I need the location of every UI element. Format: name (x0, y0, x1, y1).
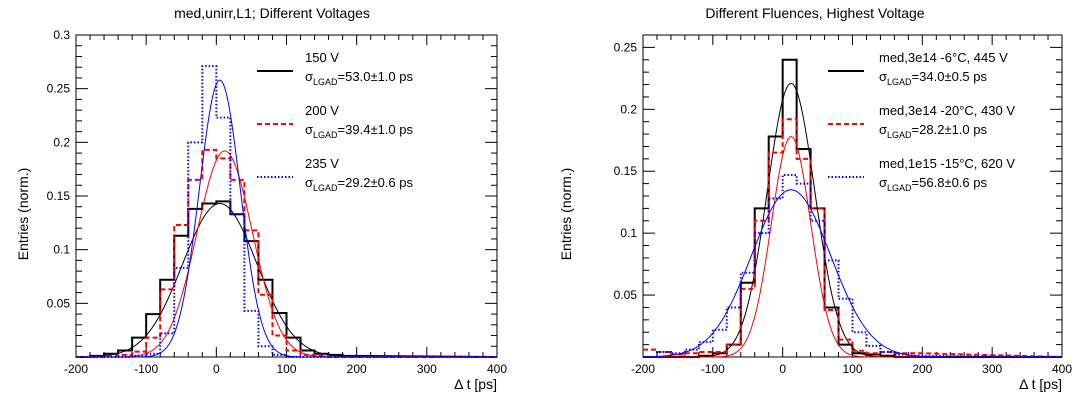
chart-panel-fluences: Different Fluences, Highest Voltage -200… (558, 5, 1072, 392)
histogram-series-2 (76, 148, 497, 358)
x-tick-label: 300 (982, 362, 1002, 376)
legend-series-name: 200 V (305, 103, 339, 118)
x-axis-label: Δ t [ps] (454, 376, 497, 392)
legend-sigma-label: σLGAD=29.2±0.6 ps (305, 175, 413, 193)
x-tick-label: 300 (417, 362, 437, 376)
legend-sigma-label: σLGAD=34.0±0.5 ps (879, 69, 987, 87)
y-tick-label: 0.2 (53, 135, 70, 149)
legend-sigma-label: σLGAD=56.8±0.6 ps (879, 175, 987, 193)
x-tick-label: 100 (842, 362, 862, 376)
legend-series-name: med,1e15 -15°C, 620 V (879, 156, 1015, 171)
histogram-series-2 (643, 118, 1063, 358)
y-tick-label: 0.2 (620, 102, 637, 116)
plot-area-group: -200 -100 0 100 200 300 400 0.05 0.1 0.15 0.2 0.25 m… (614, 34, 1072, 376)
x-tick-label: -100 (701, 362, 725, 376)
histogram-series-3 (643, 173, 1063, 358)
x-tick-label: 400 (487, 362, 507, 376)
x-tick-label: 200 (347, 362, 367, 376)
legend-sigma-label: σLGAD=53.0±1.0 ps (305, 69, 413, 87)
chart-panel-voltages: med,unirr,L1; Different Voltages -200 -10… (15, 5, 508, 392)
plot-area-group: -200 -100 0 100 200 300 400 0.05 0.1 0.15 0.2 0.25 0… (47, 28, 508, 376)
y-tick-label: 0.15 (614, 164, 638, 178)
plot-frame (642, 34, 1063, 358)
y-axis-label: Entries (norm.) (558, 168, 574, 261)
x-tick-label: 400 (1052, 362, 1072, 376)
y-tick-label: 0.25 (614, 40, 638, 54)
y-tick-label: 0.3 (53, 28, 70, 42)
y-tick-label: 0.05 (47, 296, 71, 310)
x-tick-label: -100 (134, 362, 158, 376)
x-tick-label: -200 (631, 362, 655, 376)
histogram-series-1 (76, 200, 498, 358)
x-tick-label: 200 (912, 362, 932, 376)
x-tick-label: 100 (276, 362, 296, 376)
x-tick-label: 0 (779, 362, 786, 376)
chart-title: med,unirr,L1; Different Voltages (174, 5, 370, 21)
y-axis-label: Entries (norm.) (15, 168, 31, 261)
legend-sigma-label: σLGAD=28.2±1.0 ps (879, 122, 987, 140)
y-tick-label: 0.15 (47, 189, 71, 203)
legend-series-name: 235 V (305, 156, 339, 171)
x-tick-label: -200 (64, 362, 88, 376)
plot-frame (75, 34, 498, 358)
y-tick-label: 0.05 (614, 288, 638, 302)
chart-title: Different Fluences, Highest Voltage (705, 5, 924, 21)
fit-curve-series-3 (76, 79, 497, 358)
x-axis-label: Δ t [ps] (1019, 376, 1062, 392)
legend-series-name: 150 V (305, 50, 339, 65)
x-tick-label: 0 (213, 362, 220, 376)
legend-series-name: med,3e14 -6°C, 445 V (879, 50, 1008, 65)
y-tick-label: 0.25 (47, 82, 71, 96)
legend-series-name: med,3e14 -20°C, 430 V (879, 103, 1015, 118)
legend-sigma-label: σLGAD=39.4±1.0 ps (305, 122, 413, 140)
fit-curve-series-3 (642, 189, 1062, 358)
y-tick-label: 0.1 (53, 243, 70, 257)
y-tick-label: 0.1 (620, 226, 637, 240)
